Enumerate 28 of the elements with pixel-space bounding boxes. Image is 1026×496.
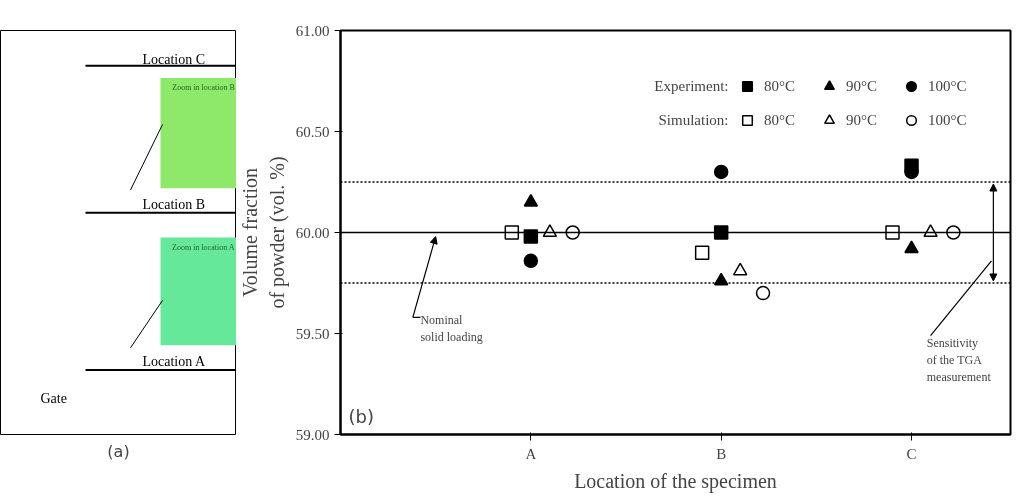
legend-label: 100°C [928, 76, 967, 96]
text: Gate [40, 391, 67, 407]
x-tick-label: B [716, 445, 727, 462]
legend-label: 80°C [764, 110, 796, 130]
text: Location B [142, 197, 206, 213]
legend-label: 100°C [928, 110, 967, 130]
y-axis-title: Volume fraction of powder (vol. %) [239, 156, 289, 309]
x-tick-label: A [525, 445, 537, 462]
text: Zoom in location B [172, 83, 235, 93]
text: Location C [142, 51, 206, 67]
x-tick-label: C [906, 445, 917, 462]
x-axis-title: Location of the specimen [574, 469, 777, 493]
annotation: Simulation: [658, 111, 729, 128]
legend-label: Nominal solid loading [420, 313, 483, 345]
text: Zoom in location A [172, 242, 235, 252]
y-tick-label: 59.00 [295, 426, 330, 443]
legend-label: 90°C [846, 76, 878, 96]
y-tick-label: 61.00 [295, 22, 330, 39]
y-tick-label: 60.50 [295, 123, 330, 140]
y-tick-label: 60.00 [295, 224, 330, 241]
legend-label: 80°C [764, 76, 796, 96]
annotation: Experiment: [654, 77, 729, 94]
annotation: Sensitivity of the TGA measurement [926, 336, 992, 384]
legend-label: 90°C [846, 110, 878, 130]
text: (a) [107, 441, 130, 461]
y-tick-label: 59.50 [295, 325, 330, 342]
text: Location A [142, 354, 206, 370]
annotation: (b) [348, 405, 374, 427]
